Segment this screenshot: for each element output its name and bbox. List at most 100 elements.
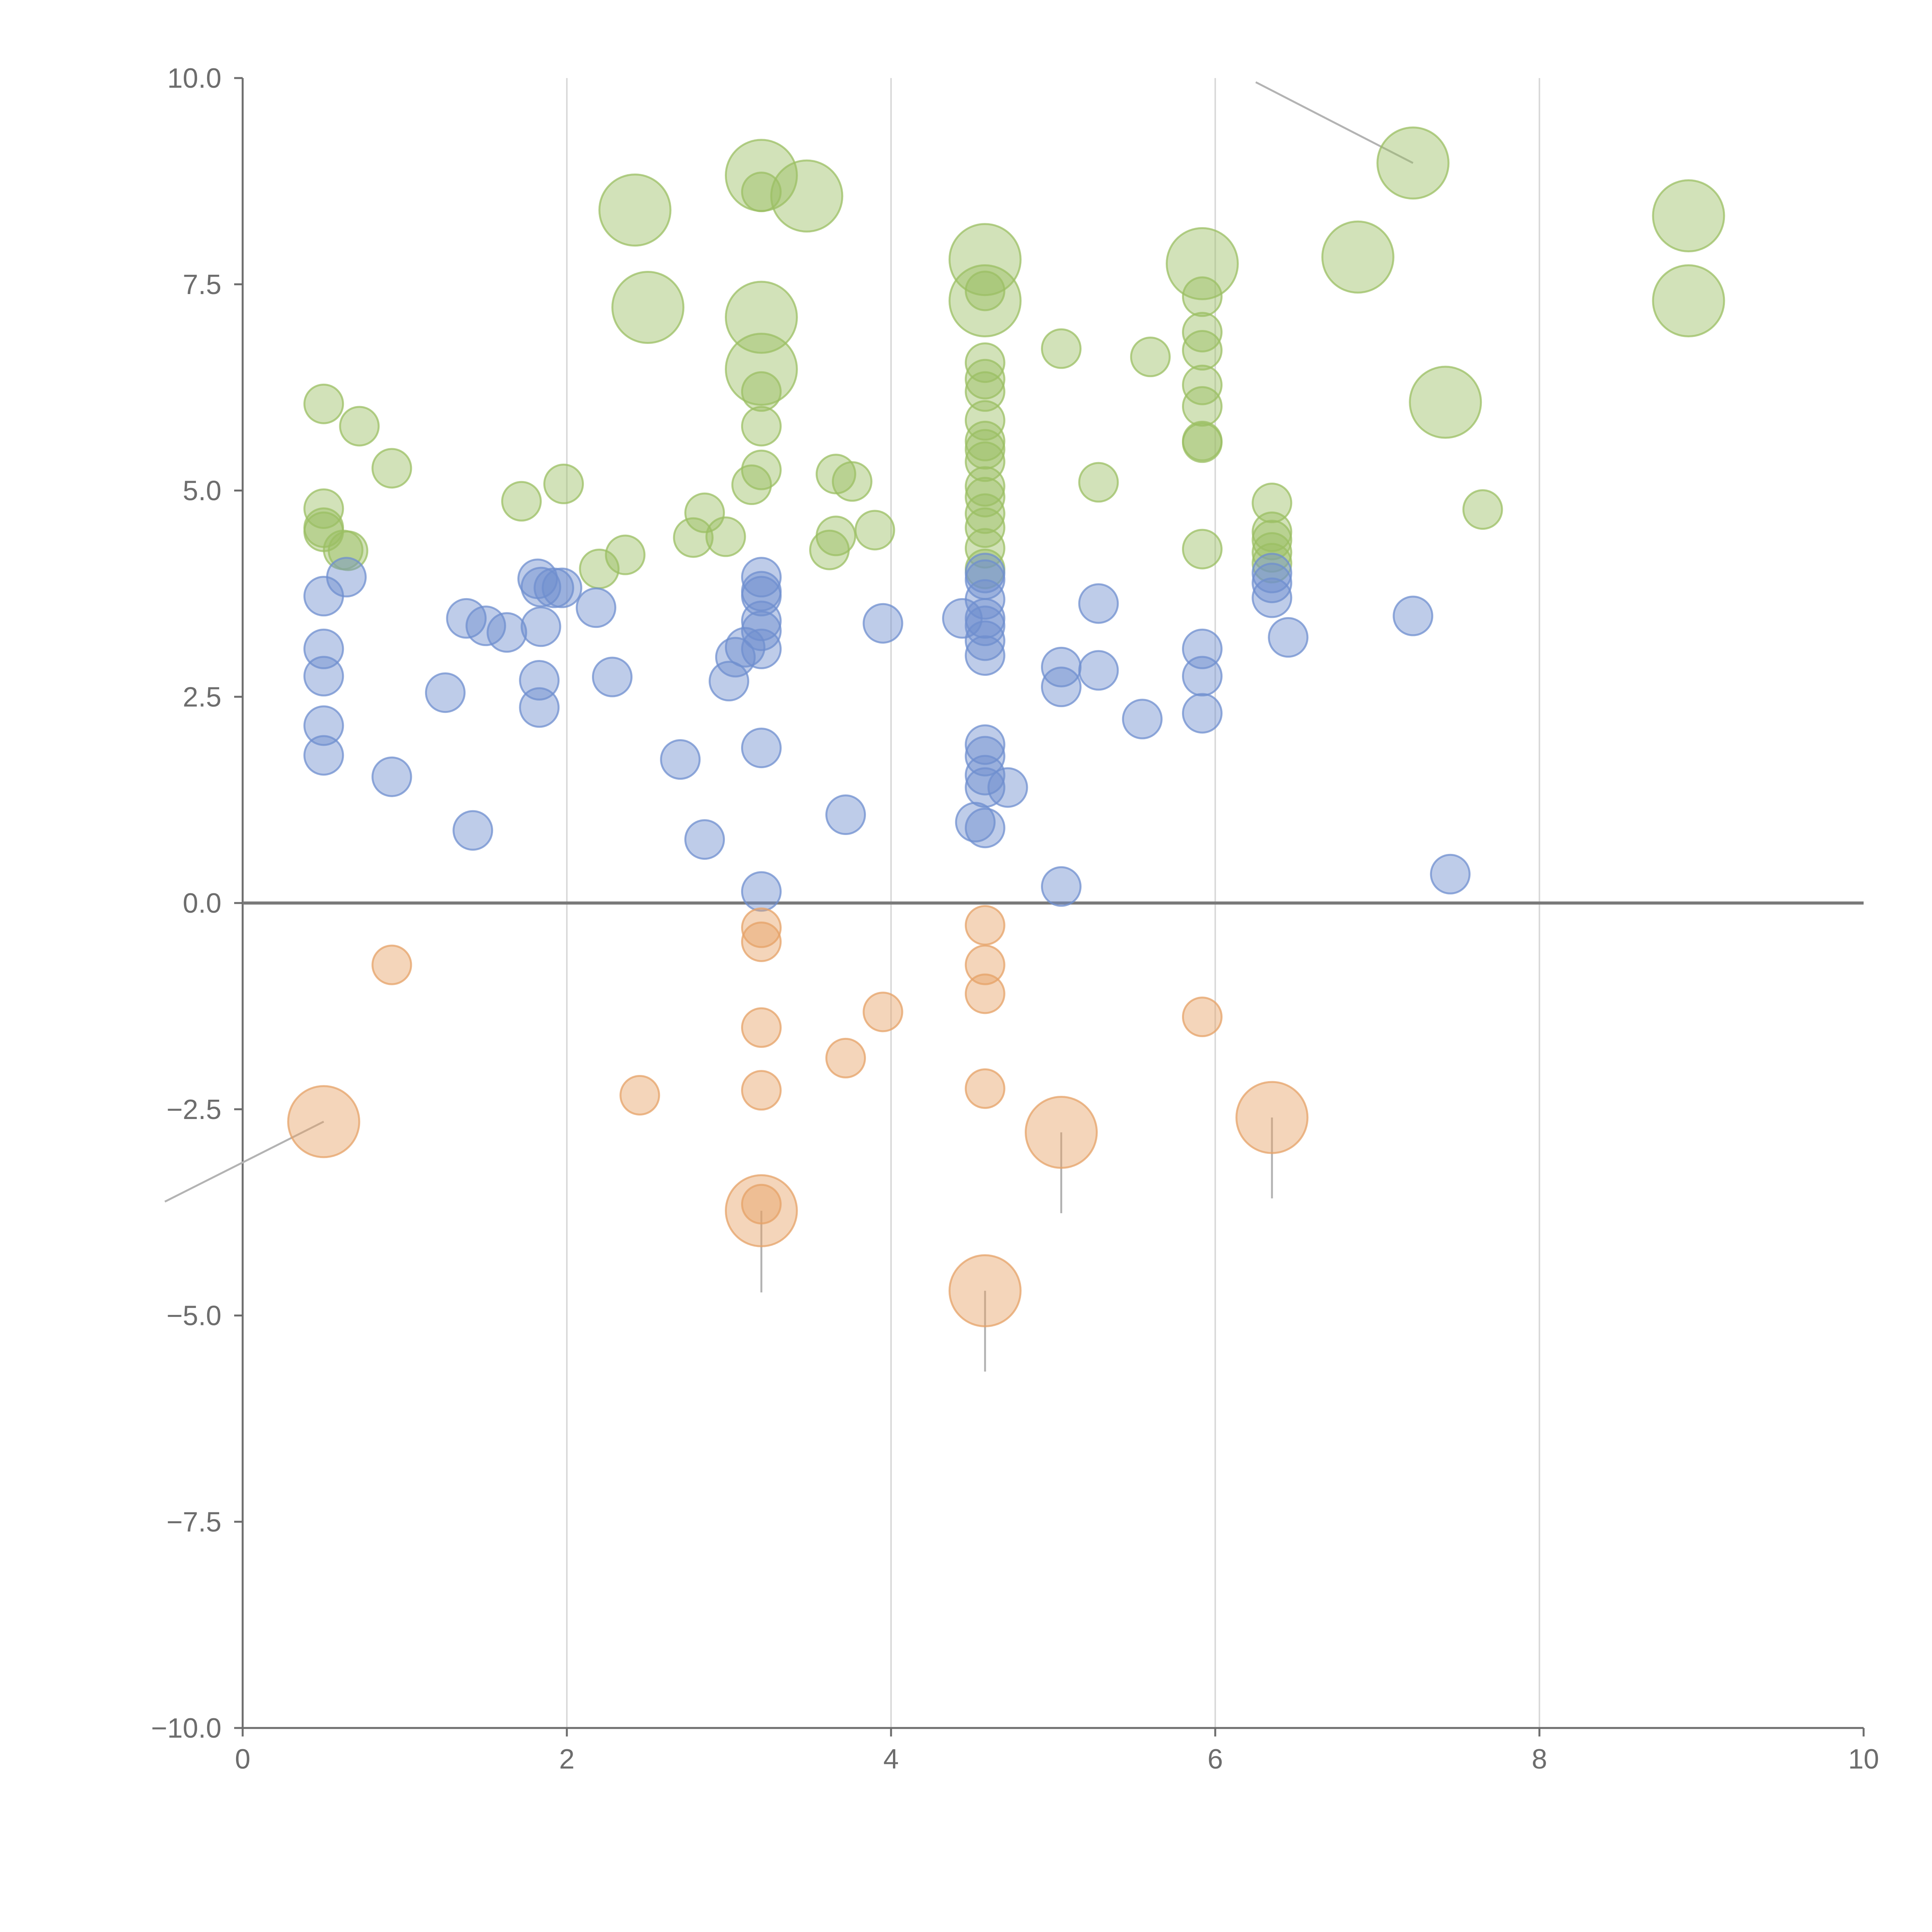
data-point — [1268, 617, 1309, 658]
data-point — [964, 724, 1005, 765]
data-point — [964, 420, 1005, 461]
y-tick-label: −5.0 — [167, 1301, 221, 1332]
data-point — [425, 672, 466, 713]
data-point — [1430, 854, 1471, 895]
data-point — [1165, 227, 1239, 300]
data-point — [1652, 179, 1725, 253]
data-point — [1182, 529, 1223, 570]
y-tick-labels: −10.0 −7.5 −5.0 −2.5 0.0 2.5 5.0 7.5 10.0 — [151, 63, 221, 1744]
data-point — [1024, 1096, 1098, 1169]
axes — [234, 77, 1865, 1736]
data-point — [948, 264, 1022, 337]
data-point — [948, 223, 1022, 296]
y-tick-label: 7.5 — [183, 269, 221, 300]
data-point — [964, 371, 1005, 412]
data-point — [741, 1007, 782, 1048]
x-tick-labels: 0 2 4 6 8 10 — [235, 1744, 1879, 1775]
data-point — [741, 921, 782, 962]
data-point — [964, 270, 1005, 311]
y-tick-label: 2.5 — [183, 682, 221, 713]
data-point — [770, 159, 844, 233]
data-point — [705, 516, 746, 557]
data-point — [741, 610, 782, 651]
data-point — [684, 819, 725, 860]
data-point — [964, 808, 1005, 849]
data-point — [1393, 595, 1434, 636]
x-tick-label: 2 — [559, 1744, 575, 1775]
data-point — [303, 705, 344, 746]
x-tick-label: 0 — [235, 1744, 250, 1775]
data-point — [1041, 866, 1082, 907]
data-point — [1252, 511, 1293, 552]
leader-line — [1255, 81, 1413, 164]
data-points — [287, 126, 1725, 1327]
data-point — [724, 333, 798, 406]
data-point — [825, 794, 866, 835]
data-point — [520, 606, 561, 647]
data-point — [339, 406, 380, 447]
data-point — [964, 507, 1005, 548]
data-point — [1252, 520, 1293, 561]
data-point — [576, 587, 617, 628]
y-tick-label: −10.0 — [151, 1713, 221, 1744]
data-point — [673, 517, 714, 558]
data-point — [1182, 997, 1223, 1037]
data-point — [303, 656, 344, 697]
data-point — [1182, 364, 1223, 405]
data-point — [964, 342, 1005, 383]
data-point — [1652, 264, 1725, 337]
data-point — [964, 973, 1005, 1014]
data-point — [724, 281, 798, 354]
data-point — [1182, 386, 1223, 427]
data-point — [741, 576, 782, 617]
data-point — [371, 944, 412, 985]
data-point — [543, 463, 584, 504]
y-tick-label: 0.0 — [183, 888, 221, 919]
data-point — [1252, 553, 1293, 594]
data-point — [964, 493, 1005, 534]
data-point — [948, 1254, 1022, 1327]
data-point — [1235, 1081, 1309, 1154]
data-point — [303, 383, 344, 424]
data-point — [724, 627, 765, 668]
data-point — [964, 528, 1005, 569]
data-point — [724, 139, 798, 212]
data-point — [1130, 337, 1171, 378]
y-tick-label: 5.0 — [183, 476, 221, 507]
data-point — [1182, 422, 1223, 463]
data-point — [964, 635, 1005, 676]
data-point — [724, 1174, 798, 1247]
data-point — [1182, 656, 1223, 697]
data-point — [486, 612, 527, 653]
y-tick-label: 10.0 — [167, 63, 221, 94]
data-point — [1078, 583, 1119, 624]
data-point — [741, 907, 782, 948]
data-point — [964, 620, 1005, 661]
data-point — [741, 1184, 782, 1225]
data-point — [964, 429, 1005, 470]
x-tick-label: 6 — [1208, 1744, 1223, 1775]
data-point — [709, 661, 749, 702]
data-point — [741, 406, 782, 447]
x-tick-label: 8 — [1532, 1744, 1547, 1775]
data-point — [1078, 462, 1119, 503]
data-point — [741, 728, 782, 769]
data-point — [1041, 667, 1082, 707]
data-point — [541, 567, 582, 608]
data-point — [605, 534, 646, 575]
data-point — [964, 944, 1005, 985]
data-point — [1252, 532, 1293, 573]
data-point — [371, 448, 412, 489]
data-point — [964, 605, 1005, 646]
data-point — [287, 1085, 361, 1158]
data-point — [854, 510, 895, 551]
data-point — [611, 271, 685, 344]
data-point — [987, 767, 1028, 808]
data-point — [1462, 489, 1503, 530]
data-point — [1182, 312, 1223, 353]
data-point — [832, 461, 872, 502]
data-point — [964, 905, 1005, 946]
data-point — [1182, 330, 1223, 371]
